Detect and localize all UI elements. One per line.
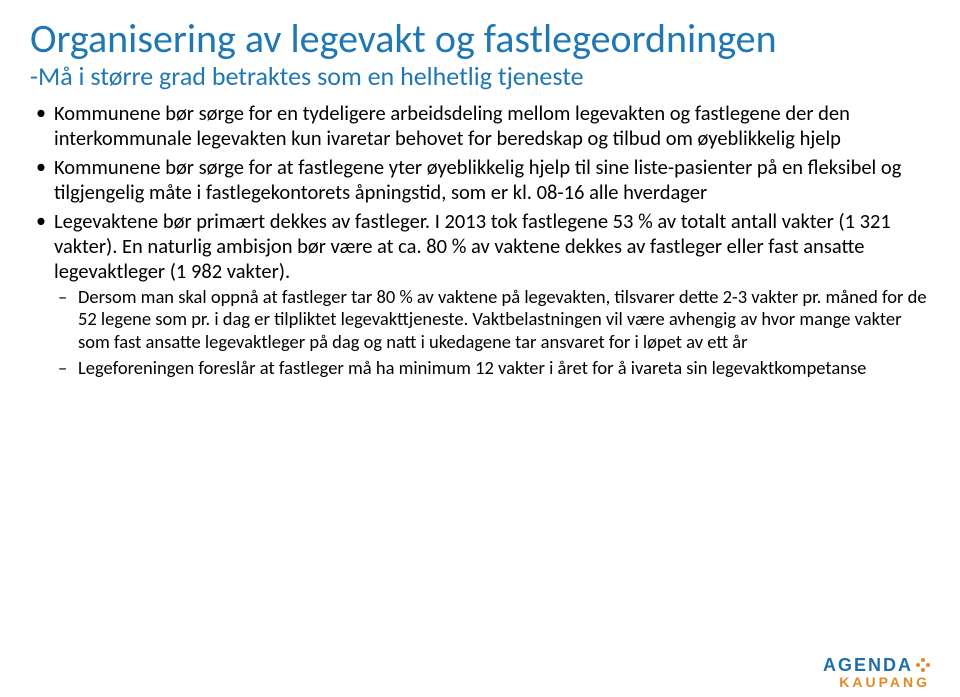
bullet-text: Kommunene bør sørge for at fastlegene yt…	[54, 154, 901, 205]
list-item: Kommunene bør sørge for en tydeligere ar…	[30, 101, 930, 151]
slide-subtitle: -Må i større grad betraktes som en helhe…	[30, 62, 930, 91]
logo-text-top: AGENDA	[823, 655, 913, 675]
slide-title: Organisering av legevakt og fastlegeordn…	[30, 18, 930, 60]
logo-dots-icon	[916, 658, 930, 672]
logo-text-bottom: KAUPANG	[823, 675, 930, 689]
sub-bullet-text: Legeforeningen foreslår at fastleger må …	[78, 356, 866, 379]
list-item: Legeforeningen foreslår at fastleger må …	[54, 357, 930, 380]
agenda-kaupang-logo: AGENDA KAUPANG	[823, 656, 930, 689]
list-item: Kommunene bør sørge for at fastlegene yt…	[30, 155, 930, 205]
sub-bullet-text: Dersom man skal oppnå at fastleger tar 8…	[78, 285, 927, 353]
bullet-list: Kommunene bør sørge for en tydeligere ar…	[30, 101, 930, 380]
sub-bullet-list: Dersom man skal oppnå at fastleger tar 8…	[54, 286, 930, 380]
list-item: Dersom man skal oppnå at fastleger tar 8…	[54, 286, 930, 354]
list-item: Legevaktene bør primært dekkes av fastle…	[30, 209, 930, 380]
bullet-text: Legevaktene bør primært dekkes av fastle…	[54, 208, 891, 284]
bullet-text: Kommunene bør sørge for en tydeligere ar…	[54, 100, 850, 151]
